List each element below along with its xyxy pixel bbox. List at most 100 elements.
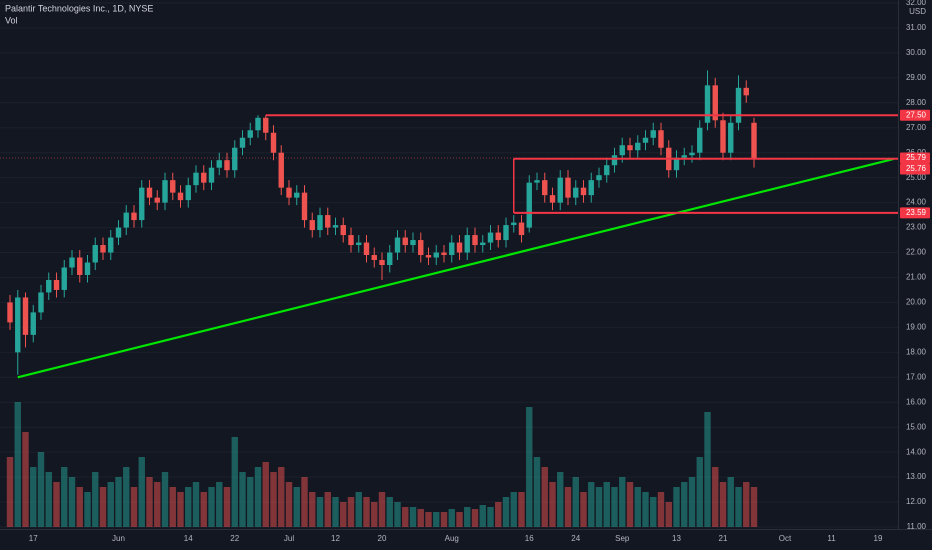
volume-bar — [750, 487, 758, 527]
volume-bar — [603, 482, 610, 527]
volume-bar — [657, 492, 665, 527]
candle-body — [263, 117, 269, 133]
candle-body — [433, 252, 439, 258]
y-tick-label: 13.00 — [906, 472, 927, 481]
volume-bar — [549, 482, 556, 527]
volume-bar — [557, 472, 564, 527]
candle-body — [503, 225, 509, 241]
volume-bar — [285, 482, 293, 527]
candle-body — [317, 215, 323, 231]
y-tick-label: 22.00 — [906, 248, 927, 257]
candle-body — [61, 267, 67, 290]
y-tick-label: 32.00 — [906, 0, 927, 7]
candle-body — [627, 145, 633, 151]
volume-bar — [665, 502, 672, 527]
candle-body — [534, 180, 540, 183]
y-tick-label: 26.00 — [906, 148, 927, 157]
volume-bar — [239, 472, 246, 527]
candle-body — [154, 197, 160, 203]
candle-body — [84, 262, 91, 275]
candle-body — [689, 152, 695, 156]
volume-bar — [688, 477, 696, 527]
candle-body — [115, 227, 122, 238]
candle-body — [309, 220, 315, 231]
volume-bar — [316, 497, 324, 527]
volume-bar — [231, 437, 238, 527]
x-tick-label: 19 — [874, 534, 883, 543]
candle-body — [201, 172, 207, 183]
volume-bar — [92, 472, 99, 527]
volume-bar — [417, 509, 424, 527]
x-tick-label: 16 — [525, 534, 534, 543]
candle-body — [472, 235, 478, 246]
candle-body — [348, 235, 354, 246]
volume-bar — [650, 497, 657, 527]
volume-bar — [53, 482, 60, 527]
volume-bar — [378, 492, 386, 527]
candle-body — [30, 312, 36, 335]
volume-bar — [409, 507, 417, 527]
volume-bar — [719, 482, 727, 527]
candle-body — [100, 245, 106, 253]
candle-body — [697, 127, 703, 153]
candle-body — [720, 120, 726, 153]
candle-body — [363, 242, 370, 256]
y-tick-label: 21.00 — [906, 273, 927, 282]
x-tick-label: Jun — [112, 534, 125, 543]
candle-body — [170, 180, 176, 193]
candle-body — [642, 137, 649, 143]
y-tick-label: 27.00 — [906, 123, 927, 132]
volume-bar — [595, 487, 603, 527]
volume-bar — [510, 492, 517, 527]
volume-bar — [309, 492, 316, 527]
candle-body — [588, 180, 594, 196]
volume-bar — [502, 497, 510, 527]
candle-body — [224, 160, 230, 171]
candle-body — [185, 185, 191, 201]
price-label-box — [900, 207, 930, 219]
volume-bar — [588, 482, 595, 527]
volume-bar — [526, 407, 533, 527]
volume-bar — [386, 497, 393, 527]
price-label: 25.76 — [906, 164, 927, 173]
volume-bar — [6, 457, 14, 527]
candle-body — [425, 255, 432, 258]
volume-bar — [61, 467, 68, 527]
volume-bar — [471, 509, 479, 527]
volume-bar — [200, 492, 207, 527]
volume-bar — [347, 497, 355, 527]
y-tick-label: 11.00 — [907, 522, 927, 531]
volume-bar — [107, 482, 114, 527]
volume-bar — [247, 477, 254, 527]
candle-body — [216, 160, 222, 168]
volume-bar — [518, 492, 525, 527]
x-tick-label: Jul — [284, 534, 294, 543]
volume-bar — [177, 492, 184, 527]
volume-bar — [216, 482, 223, 527]
candle-body — [549, 195, 556, 203]
candle-body — [108, 237, 114, 253]
price-label-box — [900, 152, 930, 164]
volume-bar — [696, 457, 703, 527]
candle-body — [301, 192, 308, 221]
x-tick-label: 20 — [378, 534, 387, 543]
volume-bar — [355, 492, 362, 527]
y-tick-label: 31.00 — [906, 23, 927, 32]
candle-body — [193, 172, 199, 186]
candle-body — [704, 85, 711, 123]
price-label-box — [900, 163, 930, 175]
volume-bar — [456, 512, 463, 527]
candle-body — [526, 182, 532, 228]
candle-body — [77, 257, 83, 275]
candle-body — [456, 242, 463, 253]
candle-body — [495, 232, 501, 241]
y-tick-label: 16.00 — [906, 397, 927, 406]
y-tick-label: 17.00 — [906, 372, 927, 381]
volume-bar — [37, 452, 45, 527]
candle-body — [394, 237, 401, 253]
candle-body — [270, 132, 277, 153]
price-label: 25.79 — [906, 153, 927, 162]
x-tick-label: 21 — [719, 534, 728, 543]
candle-body — [418, 240, 424, 256]
